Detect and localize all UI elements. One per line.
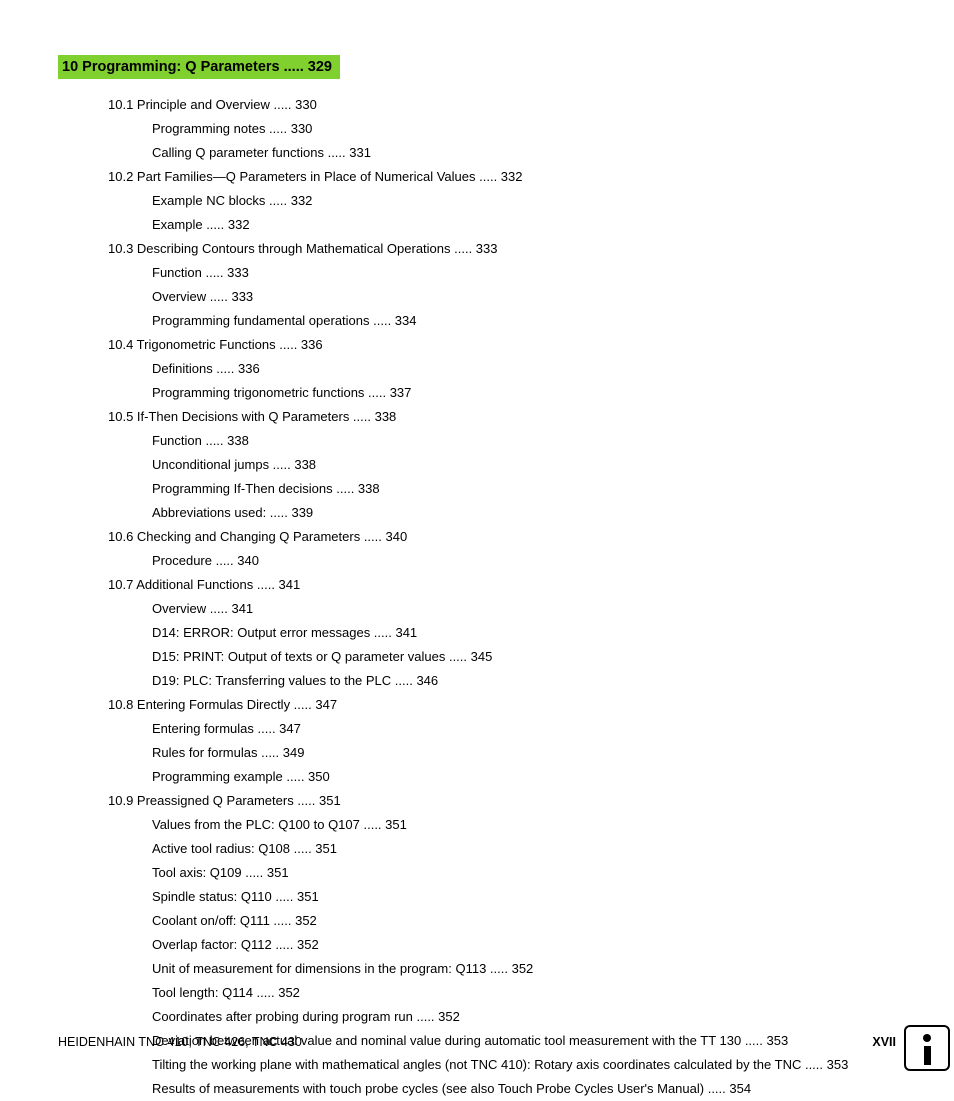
toc-sub-items: Entering formulas ..... 347Rules for for… bbox=[108, 717, 896, 789]
toc-section-title: 10.2 Part Families—Q Parameters in Place… bbox=[108, 165, 896, 189]
document-page: 10 Programming: Q Parameters ..... 329 1… bbox=[0, 0, 954, 1091]
toc-entry: Coordinates after probing during program… bbox=[152, 1005, 896, 1029]
toc-entry: Tool length: Q114 ..... 352 bbox=[152, 981, 896, 1005]
toc-entry: D19: PLC: Transferring values to the PLC… bbox=[152, 669, 896, 693]
footer-page-number: XVII bbox=[872, 1035, 896, 1049]
toc-section-title: 10.8 Entering Formulas Directly ..... 34… bbox=[108, 693, 896, 717]
toc-entry: Overview ..... 333 bbox=[152, 285, 896, 309]
toc-section: 10.9 Preassigned Q Parameters ..... 351V… bbox=[108, 789, 896, 1101]
toc-sub-items: Example NC blocks ..... 332Example .....… bbox=[108, 189, 896, 237]
toc-entry: Tool axis: Q109 ..... 351 bbox=[152, 861, 896, 885]
info-icon bbox=[904, 1025, 950, 1071]
toc-section-title: 10.7 Additional Functions ..... 341 bbox=[108, 573, 896, 597]
toc-section: 10.1 Principle and Overview ..... 330Pro… bbox=[108, 93, 896, 165]
toc-entry: Unconditional jumps ..... 338 bbox=[152, 453, 896, 477]
toc-entry: Example ..... 332 bbox=[152, 213, 896, 237]
toc-section: 10.5 If-Then Decisions with Q Parameters… bbox=[108, 405, 896, 525]
toc-entry: Entering formulas ..... 347 bbox=[152, 717, 896, 741]
toc-entry: Overlap factor: Q112 ..... 352 bbox=[152, 933, 896, 957]
toc-entry: Rules for formulas ..... 349 bbox=[152, 741, 896, 765]
toc-section-title: 10.9 Preassigned Q Parameters ..... 351 bbox=[108, 789, 896, 813]
toc-entry: Results of measurements with touch probe… bbox=[152, 1077, 896, 1101]
toc-section: 10.7 Additional Functions ..... 341Overv… bbox=[108, 573, 896, 693]
toc-entry: Programming notes ..... 330 bbox=[152, 117, 896, 141]
toc-entry: Programming example ..... 350 bbox=[152, 765, 896, 789]
toc-sub-items: Procedure ..... 340 bbox=[108, 549, 896, 573]
toc-entry: Function ..... 333 bbox=[152, 261, 896, 285]
toc-sub-items: Function ..... 333Overview ..... 333Prog… bbox=[108, 261, 896, 333]
toc-entry: D14: ERROR: Output error messages ..... … bbox=[152, 621, 896, 645]
chapter-heading: 10 Programming: Q Parameters ..... 329 bbox=[58, 55, 340, 79]
toc-entry: Active tool radius: Q108 ..... 351 bbox=[152, 837, 896, 861]
toc-section: 10.8 Entering Formulas Directly ..... 34… bbox=[108, 693, 896, 789]
toc-entry: Example NC blocks ..... 332 bbox=[152, 189, 896, 213]
toc-entry: Tilting the working plane with mathemati… bbox=[152, 1053, 896, 1077]
toc-section: 10.4 Trigonometric Functions ..... 336De… bbox=[108, 333, 896, 405]
toc-entry: Overview ..... 341 bbox=[152, 597, 896, 621]
toc-section-title: 10.4 Trigonometric Functions ..... 336 bbox=[108, 333, 896, 357]
toc-sub-items: Programming notes ..... 330Calling Q par… bbox=[108, 117, 896, 165]
footer-product-line: HEIDENHAIN TNC 410, TNC 426, TNC 430 bbox=[58, 1035, 302, 1049]
toc-entry: Definitions ..... 336 bbox=[152, 357, 896, 381]
toc-entry: Programming fundamental operations .....… bbox=[152, 309, 896, 333]
toc-entry: Function ..... 338 bbox=[152, 429, 896, 453]
toc-entry: Programming If-Then decisions ..... 338 bbox=[152, 477, 896, 501]
toc-section-title: 10.3 Describing Contours through Mathema… bbox=[108, 237, 896, 261]
toc-entry: Abbreviations used: ..... 339 bbox=[152, 501, 896, 525]
toc-entry: D15: PRINT: Output of texts or Q paramet… bbox=[152, 645, 896, 669]
toc-sub-items: Function ..... 338Unconditional jumps ..… bbox=[108, 429, 896, 525]
table-of-contents: 10.1 Principle and Overview ..... 330Pro… bbox=[58, 93, 896, 1101]
toc-entry: Unit of measurement for dimensions in th… bbox=[152, 957, 896, 981]
toc-entry: Calling Q parameter functions ..... 331 bbox=[152, 141, 896, 165]
toc-section: 10.6 Checking and Changing Q Parameters … bbox=[108, 525, 896, 573]
toc-section-title: 10.5 If-Then Decisions with Q Parameters… bbox=[108, 405, 896, 429]
toc-entry: Procedure ..... 340 bbox=[152, 549, 896, 573]
page-footer: HEIDENHAIN TNC 410, TNC 426, TNC 430 XVI… bbox=[58, 1035, 896, 1049]
toc-sub-items: Values from the PLC: Q100 to Q107 ..... … bbox=[108, 813, 896, 1101]
toc-entry: Programming trigonometric functions ....… bbox=[152, 381, 896, 405]
toc-section: 10.2 Part Families—Q Parameters in Place… bbox=[108, 165, 896, 237]
toc-sub-items: Overview ..... 341D14: ERROR: Output err… bbox=[108, 597, 896, 693]
toc-sub-items: Definitions ..... 336Programming trigono… bbox=[108, 357, 896, 405]
toc-section: 10.3 Describing Contours through Mathema… bbox=[108, 237, 896, 333]
toc-entry: Spindle status: Q110 ..... 351 bbox=[152, 885, 896, 909]
toc-section-title: 10.1 Principle and Overview ..... 330 bbox=[108, 93, 896, 117]
toc-entry: Values from the PLC: Q100 to Q107 ..... … bbox=[152, 813, 896, 837]
toc-section-title: 10.6 Checking and Changing Q Parameters … bbox=[108, 525, 896, 549]
toc-entry: Coolant on/off: Q111 ..... 352 bbox=[152, 909, 896, 933]
